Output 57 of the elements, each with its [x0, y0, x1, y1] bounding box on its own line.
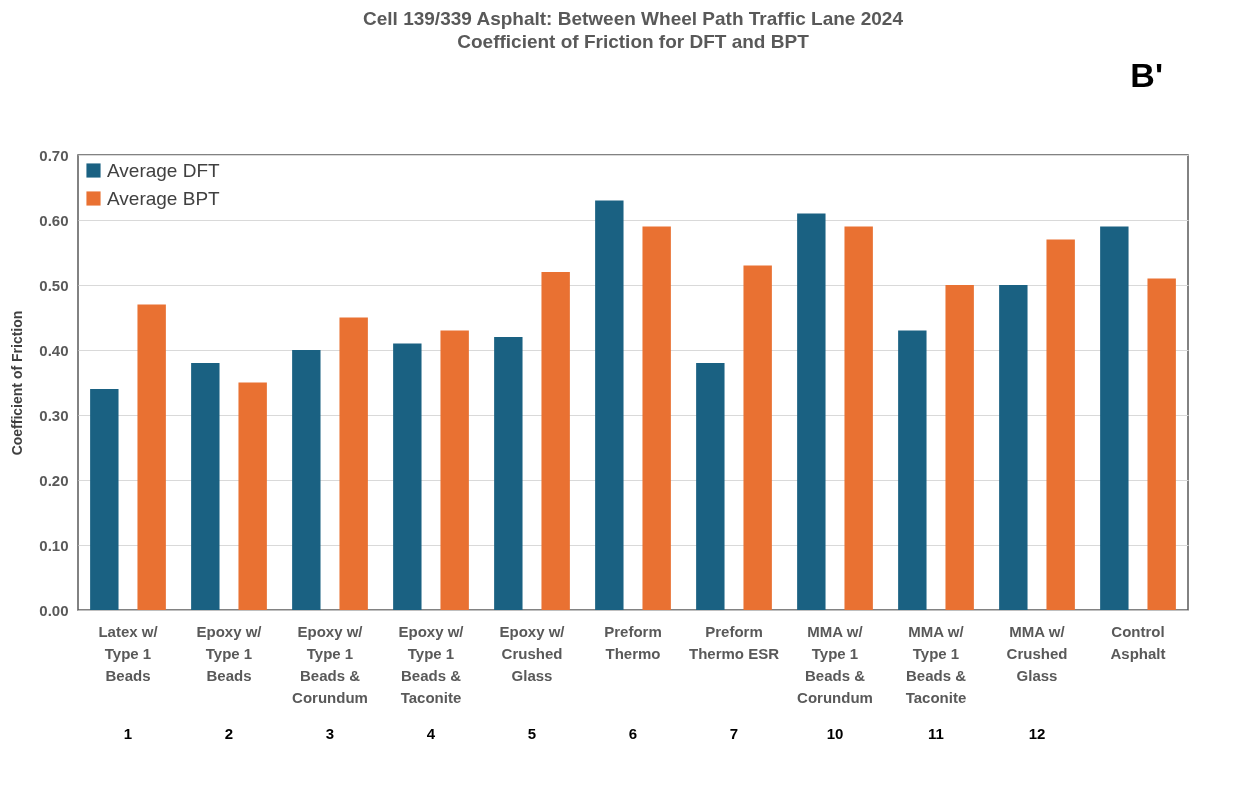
bar [595, 200, 624, 610]
bar [292, 350, 321, 610]
bar [191, 363, 220, 610]
y-tick-label: 0.70 [39, 146, 69, 164]
x-tick-label: Control Asphalt [1110, 622, 1166, 662]
bar [743, 265, 772, 610]
text: 4 [426, 725, 436, 742]
bar [1147, 278, 1176, 610]
bar [696, 363, 725, 610]
bar [137, 304, 166, 610]
text: 1 [123, 725, 133, 742]
legend-label: Average DFT [107, 159, 221, 181]
x-tick-label: MMA w/ Type 1 Beads & Taconite [905, 622, 967, 706]
y-tick-label: 0.30 [39, 406, 69, 424]
bar [999, 285, 1028, 610]
chart-subtitle: Coefficient of Friction for DFT and BPT [457, 31, 810, 52]
y-tick-label: 0.20 [39, 471, 69, 489]
bar [1046, 239, 1075, 610]
bar [440, 330, 469, 610]
y-tick-label: 0.00 [39, 601, 69, 619]
text: 5 [527, 725, 537, 742]
x-tick-label: Epoxy w/ Crushed Glass [499, 622, 566, 684]
text: 7 [729, 725, 739, 742]
y-tick-label: 0.60 [39, 211, 69, 229]
text: 3 [325, 725, 335, 742]
bar [393, 343, 422, 610]
x-tick-label: Preform Thermo [604, 622, 662, 662]
text: 12 [1028, 725, 1046, 742]
x-tick-label: Epoxy w/ Type 1 Beads [196, 622, 263, 684]
bar [541, 272, 570, 610]
bar [238, 382, 267, 610]
bar [642, 226, 671, 610]
bar [90, 389, 119, 610]
text: 10 [826, 725, 844, 742]
bar [1100, 226, 1129, 610]
x-tick-label: Epoxy w/ Type 1 Beads & Taconite [398, 622, 465, 706]
chart-title: Cell 139/339 Asphalt: Between Wheel Path Traffic Lane 2024 [363, 8, 904, 29]
bar [797, 213, 826, 610]
y-axis-title: Coefficient of Friction [9, 310, 26, 456]
bar [339, 317, 368, 610]
text: 6 [628, 725, 638, 742]
legend-label: Average BPT [107, 187, 221, 209]
x-tick-label: Preform Thermo ESR [688, 622, 780, 662]
bar [844, 226, 873, 610]
text: 2 [224, 725, 234, 742]
text: 11 [928, 725, 944, 742]
bar [945, 285, 974, 610]
y-tick-label: 0.40 [39, 341, 69, 359]
x-tick-label: Epoxy w/ Type 1 Beads & Corundum [292, 622, 368, 706]
text: B' [1130, 56, 1163, 94]
x-tick-label: MMA w/ Type 1 Beads & Corundum [797, 622, 873, 706]
y-tick-label: 0.10 [39, 536, 69, 554]
bar [494, 337, 523, 610]
y-tick-label: 0.50 [39, 276, 69, 294]
x-tick-label: MMA w/ Crushed Glass [1006, 622, 1068, 684]
bar [898, 330, 927, 610]
x-tick-label: Latex w/ Type 1 Beads [98, 622, 159, 684]
